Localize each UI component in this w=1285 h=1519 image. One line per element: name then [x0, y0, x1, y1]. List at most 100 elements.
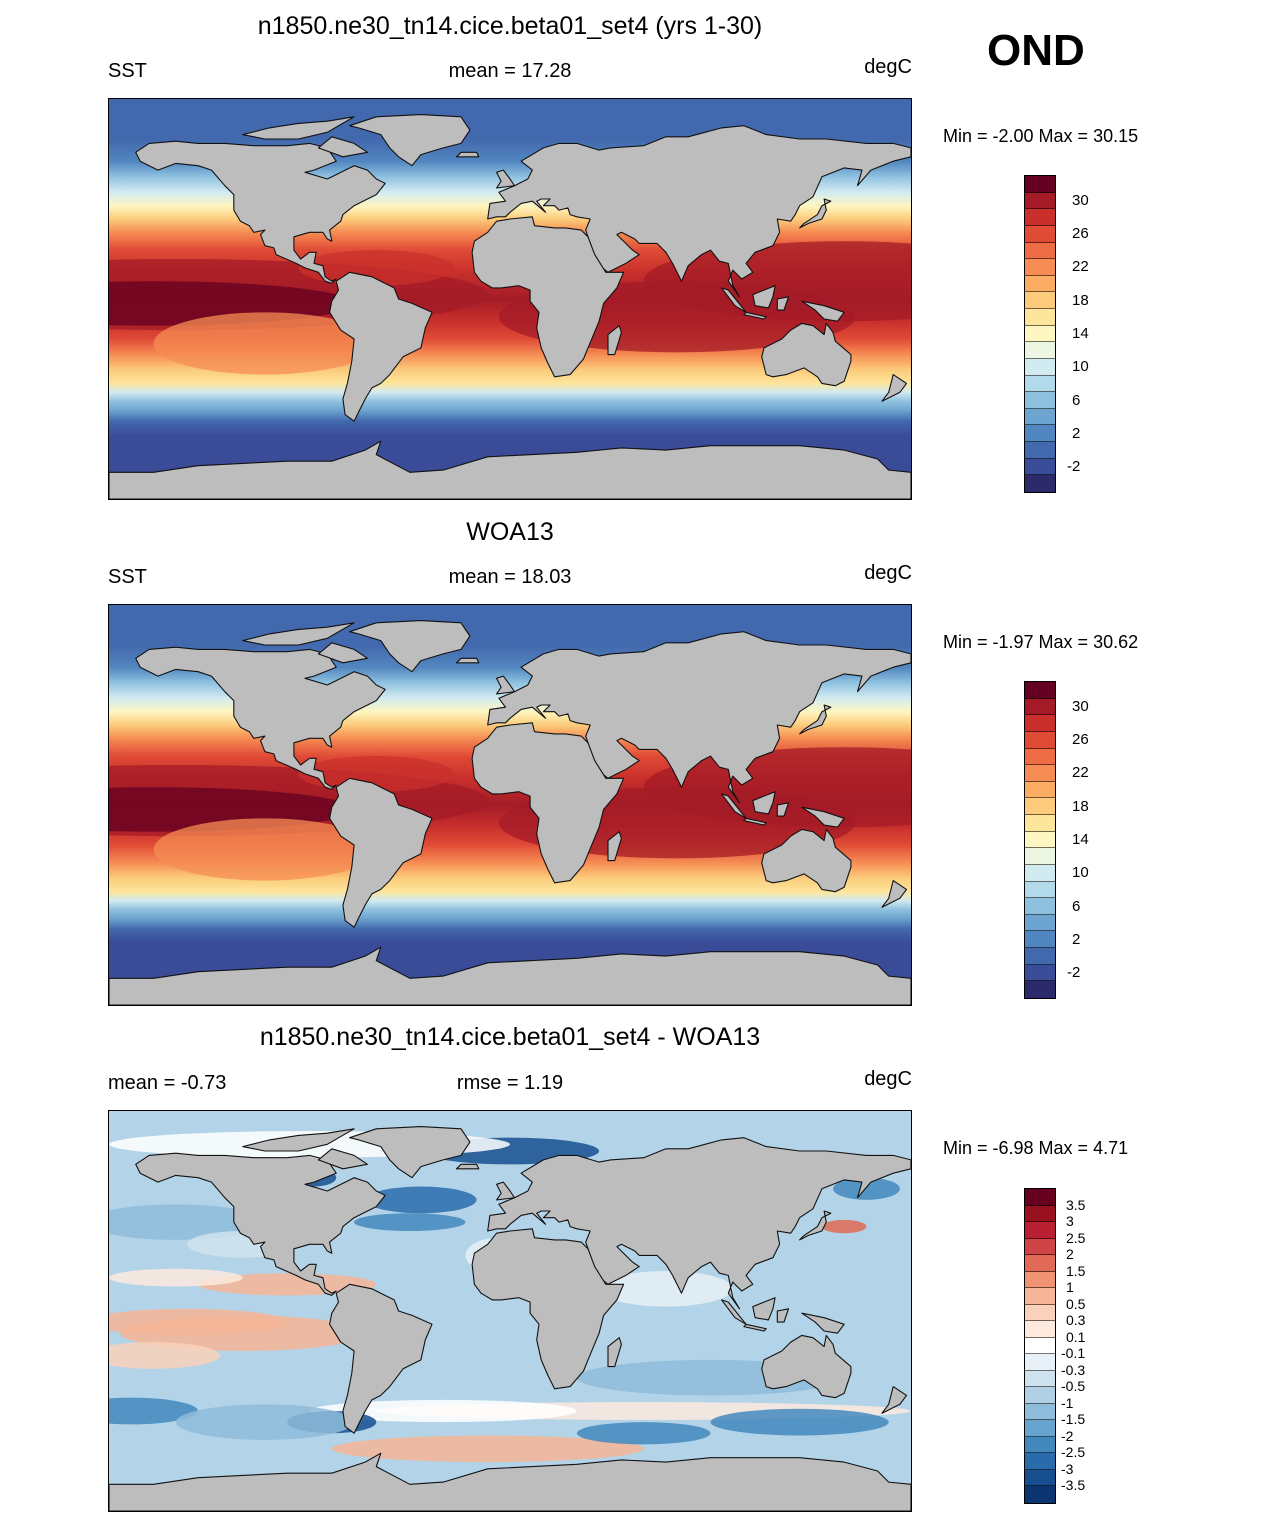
colorbar-swatch [1025, 931, 1055, 948]
anomaly-feature [198, 1273, 377, 1296]
colorbar-swatch [1025, 1420, 1055, 1437]
land-mass [349, 620, 471, 673]
panel2-title: WOA13 [466, 518, 554, 546]
sst-feature [153, 818, 377, 881]
anomaly-feature [109, 1204, 265, 1240]
colorbar-tick-label: 30 [1072, 191, 1089, 209]
colorbar-swatch [1025, 898, 1055, 915]
land-mass [761, 1334, 852, 1399]
colorbar-swatch [1025, 682, 1055, 699]
colorbar-tick-label: -0.3 [1061, 1361, 1086, 1378]
colorbar-swatch [1025, 1255, 1055, 1272]
land-mass [776, 296, 790, 311]
colorbar-tick-label: 10 [1072, 358, 1089, 376]
panel3-colorbar [1024, 1188, 1056, 1504]
land-mass [329, 1283, 433, 1434]
land-mass [329, 271, 433, 422]
land-mass [242, 622, 355, 646]
land-mass [761, 828, 852, 893]
colorbar-tick-label: -2 [1061, 1427, 1074, 1444]
land-mass [496, 675, 516, 695]
land-mass [607, 831, 622, 862]
panel3-title: n1850.ne30_tn14.cice.beta01_set4 - WOA13 [259, 1023, 761, 1051]
sst-feature [643, 241, 911, 322]
panel1-mean-label: mean = 17.28 [448, 60, 572, 82]
land-mass [135, 1152, 386, 1296]
colorbar-tick-label: 2 [1066, 1246, 1074, 1263]
land-mass [242, 116, 355, 140]
colorbar-swatch [1025, 275, 1055, 293]
land-mass [881, 880, 908, 908]
colorbar-tick-label: 26 [1072, 225, 1089, 243]
panel3-map [108, 1110, 912, 1512]
panel2-mean-label: mean = 18.03 [448, 566, 572, 588]
land-mass [455, 657, 480, 664]
anomaly-feature [365, 1186, 477, 1214]
panel2-minmax: Min = -1.97 Max = 30.62 [943, 632, 1139, 652]
colorbar-tick-label: -2.5 [1061, 1444, 1086, 1461]
colorbar-swatch [1025, 242, 1055, 260]
colorbar-swatch [1025, 1337, 1055, 1355]
colorbar-tick-label: -1.5 [1061, 1411, 1086, 1428]
colorbar-swatch [1025, 176, 1055, 193]
land-mass [487, 1137, 911, 1310]
colorbar-tick-label: -0.1 [1061, 1345, 1086, 1362]
land-mass [471, 216, 625, 378]
land-mass [743, 311, 767, 320]
land-mass [743, 1323, 767, 1332]
colorbar-swatch [1025, 342, 1055, 359]
colorbar-swatch [1025, 309, 1055, 326]
colorbar-swatch [1025, 798, 1055, 815]
colorbar-tick-label: 10 [1072, 864, 1089, 882]
land-mass [471, 722, 625, 884]
colorbar-swatch [1025, 1304, 1055, 1322]
colorbar-tick-label: -3 [1061, 1460, 1074, 1477]
anomaly-feature [175, 1404, 355, 1440]
land-mass [487, 125, 911, 298]
anomaly-feature [710, 1408, 889, 1436]
colorbar-swatch [1025, 458, 1055, 476]
colorbar-tick-label: 22 [1072, 258, 1089, 276]
colorbar-tick-label: 3.5 [1066, 1196, 1086, 1213]
colorbar-swatch [1025, 442, 1055, 459]
land-mass [317, 1148, 368, 1170]
land-mass [349, 1126, 471, 1179]
colorbar-swatch [1025, 259, 1055, 276]
anomaly-feature [599, 1271, 733, 1307]
land-mass [776, 1308, 790, 1323]
colorbar-swatch [1025, 1205, 1055, 1223]
land-mass [496, 1181, 516, 1201]
colorbar-swatch [1025, 765, 1055, 782]
anomaly-feature [821, 1219, 867, 1234]
colorbar-tick-label: 6 [1072, 391, 1081, 409]
colorbar-swatch [1025, 848, 1055, 865]
land-mass [109, 1452, 911, 1511]
colorbar-tick-label: 1.5 [1066, 1262, 1086, 1279]
sst-feature [298, 250, 455, 286]
colorbar-swatch [1025, 864, 1055, 882]
colorbar-swatch [1025, 748, 1055, 766]
colorbar-swatch [1025, 1387, 1055, 1404]
land-mass [881, 1386, 908, 1414]
colorbar-tick-label: 14 [1072, 325, 1089, 342]
land-mass [776, 802, 790, 817]
sst-feature [643, 747, 911, 828]
land-mass [471, 1228, 625, 1390]
colorbar-swatch [1025, 698, 1055, 716]
colorbar-tick-label: 0.3 [1066, 1312, 1086, 1329]
colorbar-swatch [1025, 1222, 1055, 1239]
colorbar-swatch [1025, 981, 1055, 998]
colorbar-tick-label: -0.5 [1061, 1378, 1086, 1395]
panel2-map [108, 604, 912, 1006]
colorbar-tick-label: 2.5 [1066, 1229, 1086, 1246]
colorbar-tick-label: 6 [1072, 897, 1081, 915]
land-mass [801, 806, 845, 828]
colorbar-swatch [1025, 209, 1055, 226]
panel3-units: degC [864, 1068, 912, 1090]
panel1-minmax: Min = -2.00 Max = 30.15 [943, 126, 1139, 146]
anomaly-feature [833, 1177, 900, 1200]
land-mass [801, 1312, 845, 1334]
colorbar-swatch [1025, 831, 1055, 849]
anomaly-feature [120, 1315, 366, 1351]
colorbar-swatch [1025, 192, 1055, 210]
